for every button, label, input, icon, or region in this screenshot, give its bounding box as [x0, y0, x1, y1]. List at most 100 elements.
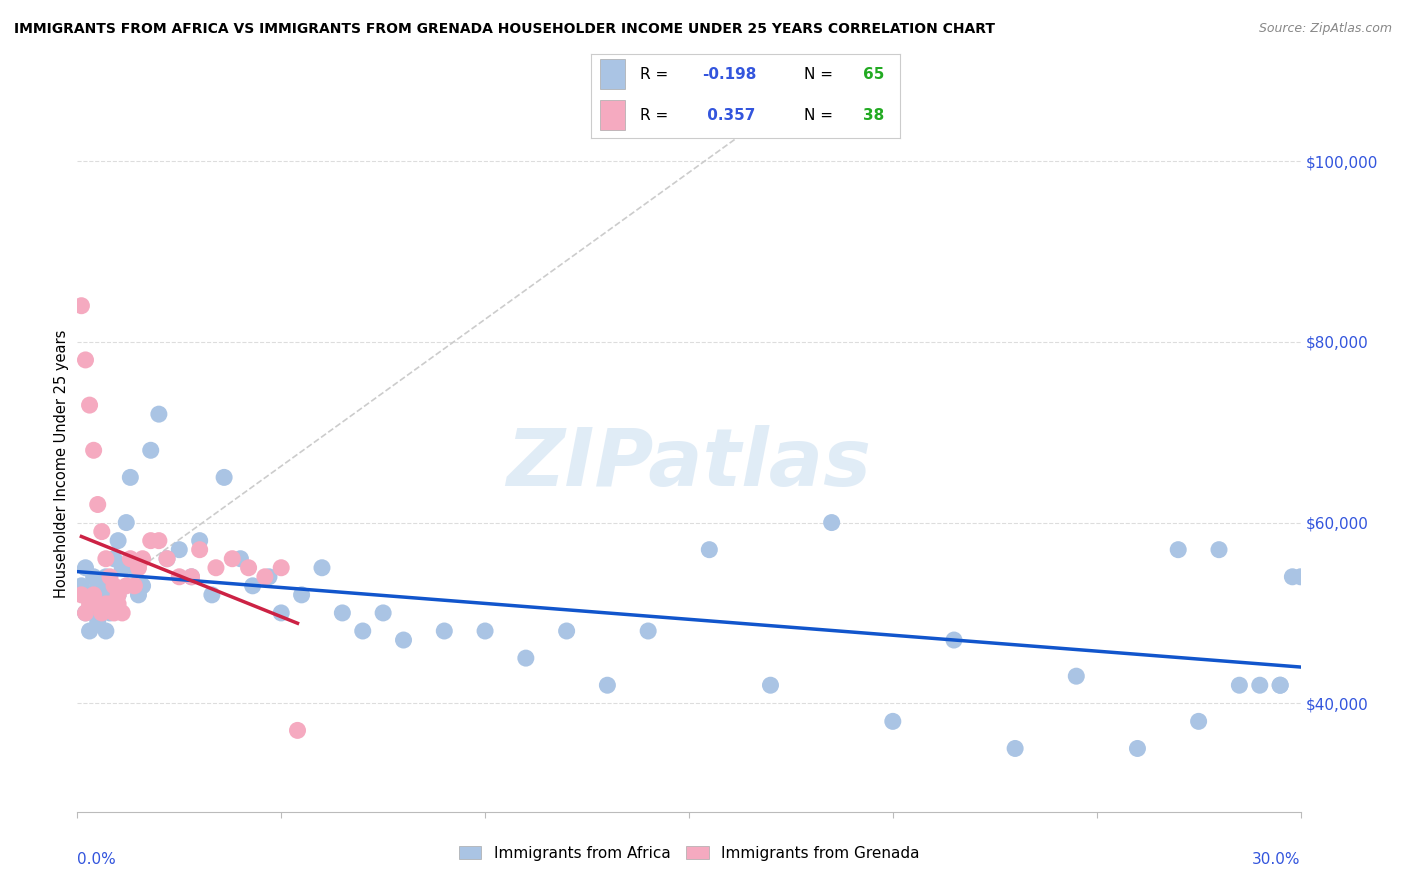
- Point: [1126, 741, 1149, 756]
- Point: [98, 570, 121, 584]
- Point: [103, 579, 125, 593]
- Y-axis label: Householder Income Under 25 years: Householder Income Under 25 years: [53, 330, 69, 598]
- Text: IMMIGRANTS FROM AFRICA VS IMMIGRANTS FROM GRENADA HOUSEHOLDER INCOME UNDER 25 YE: IMMIGRANTS FROM AFRICA VS IMMIGRANTS FRO…: [14, 22, 995, 37]
- Point: [139, 443, 162, 458]
- Point: [201, 588, 224, 602]
- Point: [120, 470, 142, 484]
- Point: [433, 624, 456, 638]
- Point: [474, 624, 496, 638]
- Point: [242, 579, 264, 593]
- Point: [103, 551, 125, 566]
- Point: [699, 542, 721, 557]
- Point: [111, 606, 134, 620]
- Text: 0.0%: 0.0%: [77, 852, 117, 867]
- Point: [596, 678, 619, 692]
- Text: ZIPatlas: ZIPatlas: [506, 425, 872, 503]
- Point: [238, 560, 260, 574]
- Point: [120, 551, 142, 566]
- Point: [83, 588, 105, 602]
- Point: [148, 533, 170, 548]
- Point: [139, 533, 162, 548]
- Point: [257, 570, 280, 584]
- Point: [882, 714, 904, 729]
- Point: [131, 551, 153, 566]
- Point: [107, 597, 129, 611]
- Point: [83, 570, 105, 584]
- Point: [87, 597, 110, 611]
- Point: [90, 524, 112, 539]
- Point: [79, 588, 101, 602]
- Point: [94, 551, 117, 566]
- Point: [98, 579, 121, 593]
- Point: [1229, 678, 1251, 692]
- Point: [98, 606, 121, 620]
- Text: 0.357: 0.357: [702, 108, 755, 123]
- Text: Source: ZipAtlas.com: Source: ZipAtlas.com: [1258, 22, 1392, 36]
- Text: R =: R =: [640, 108, 673, 123]
- Point: [270, 606, 292, 620]
- Point: [221, 551, 243, 566]
- Point: [75, 606, 97, 620]
- Point: [94, 570, 117, 584]
- Text: 38: 38: [863, 108, 884, 123]
- Point: [1268, 678, 1291, 692]
- Point: [111, 560, 134, 574]
- Point: [148, 407, 170, 421]
- Point: [188, 542, 211, 557]
- Point: [253, 570, 276, 584]
- Point: [94, 597, 117, 611]
- Point: [270, 560, 292, 574]
- Text: N =: N =: [804, 108, 838, 123]
- Point: [1187, 714, 1209, 729]
- Point: [1004, 741, 1026, 756]
- Point: [79, 597, 101, 611]
- Point: [103, 606, 125, 620]
- Point: [156, 551, 179, 566]
- Point: [759, 678, 782, 692]
- Legend: Immigrants from Africa, Immigrants from Grenada: Immigrants from Africa, Immigrants from …: [453, 839, 925, 867]
- Point: [90, 606, 112, 620]
- Point: [821, 516, 844, 530]
- Point: [70, 588, 93, 602]
- Point: [127, 588, 149, 602]
- Point: [124, 560, 146, 574]
- Point: [180, 570, 202, 584]
- Point: [107, 588, 129, 602]
- Point: [87, 579, 110, 593]
- Text: 30.0%: 30.0%: [1253, 852, 1301, 867]
- Point: [180, 570, 202, 584]
- Point: [87, 498, 110, 512]
- Point: [1208, 542, 1230, 557]
- Point: [107, 533, 129, 548]
- Point: [115, 579, 138, 593]
- Point: [311, 560, 333, 574]
- Text: 65: 65: [863, 67, 884, 82]
- Point: [1066, 669, 1088, 683]
- Point: [94, 624, 117, 638]
- Point: [87, 615, 110, 629]
- Point: [212, 470, 235, 484]
- Text: N =: N =: [804, 67, 838, 82]
- Point: [352, 624, 374, 638]
- Point: [115, 516, 138, 530]
- Point: [83, 597, 105, 611]
- Point: [1167, 542, 1189, 557]
- Point: [229, 551, 252, 566]
- Point: [75, 560, 97, 574]
- Point: [83, 443, 105, 458]
- Point: [75, 353, 97, 368]
- Point: [290, 588, 312, 602]
- Point: [98, 597, 121, 611]
- Point: [371, 606, 394, 620]
- Point: [1268, 678, 1291, 692]
- FancyBboxPatch shape: [600, 100, 624, 130]
- Point: [169, 570, 191, 584]
- Point: [188, 533, 211, 548]
- Point: [287, 723, 309, 738]
- Point: [1281, 570, 1303, 584]
- Point: [70, 299, 93, 313]
- Point: [1249, 678, 1271, 692]
- Point: [555, 624, 578, 638]
- Point: [131, 579, 153, 593]
- Point: [392, 633, 415, 648]
